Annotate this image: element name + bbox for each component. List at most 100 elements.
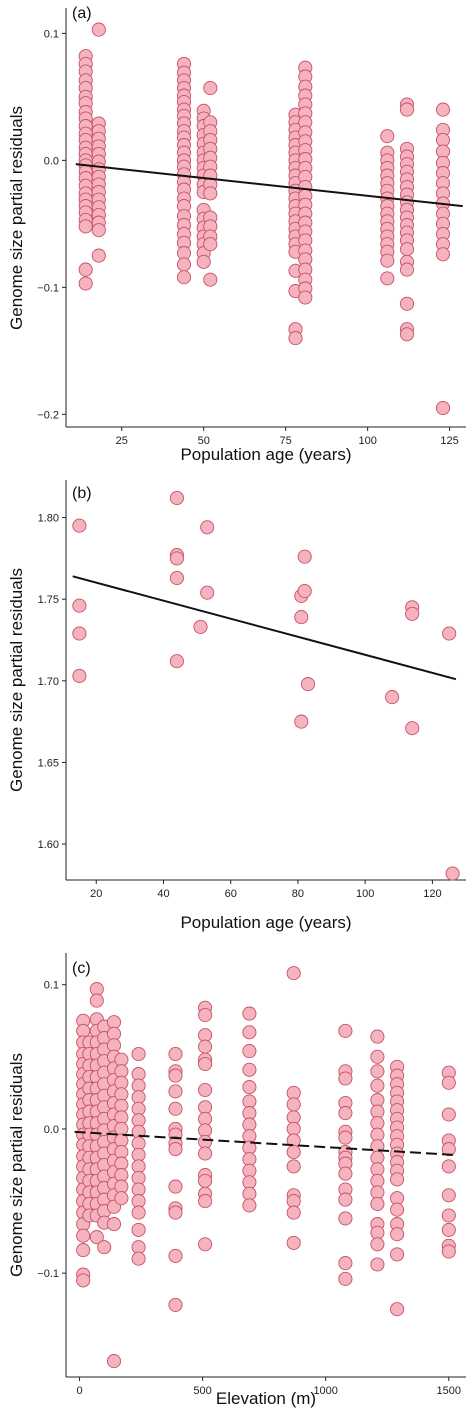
data-point [72, 626, 87, 641]
y-tick-label: 1.75 [38, 594, 59, 606]
data-point [198, 1056, 213, 1072]
data-point [76, 1243, 91, 1258]
data-point [131, 1046, 146, 1062]
data-point [390, 1202, 405, 1217]
data-point [435, 400, 451, 416]
y-tick-label: 0.1 [44, 28, 59, 40]
data-point [168, 1046, 183, 1062]
x-tick-label: 40 [157, 888, 169, 900]
data-point [106, 1354, 122, 1369]
data-point [390, 1302, 405, 1317]
data-point [168, 1084, 183, 1099]
data-point [380, 253, 395, 268]
x-tick-label: 50 [198, 435, 210, 447]
panel-label: (c) [72, 960, 91, 977]
data-point [298, 290, 313, 305]
regression-line [72, 575, 457, 681]
data-point [72, 668, 87, 683]
data-point [169, 551, 184, 566]
x-tick-label: 100 [356, 888, 374, 900]
data-point [370, 1064, 385, 1079]
data-point [168, 1068, 183, 1083]
data-point [168, 1142, 183, 1157]
data-point [72, 598, 87, 613]
panel-label: (a) [72, 5, 92, 22]
data-point [131, 1251, 146, 1266]
data-point [168, 1179, 183, 1194]
data-point [196, 254, 211, 269]
data-point [370, 1196, 385, 1211]
data-point [78, 276, 93, 291]
data-point [338, 1106, 353, 1121]
y-tick-label: 0.1 [44, 980, 59, 992]
data-point [390, 1172, 405, 1187]
data-point [338, 1071, 353, 1086]
data-point [441, 1208, 456, 1223]
data-point [200, 585, 215, 600]
data-point [72, 518, 87, 533]
data-point [399, 296, 415, 311]
data-point [370, 1078, 385, 1093]
x-tick-label: 80 [292, 888, 304, 900]
data-point [203, 186, 218, 201]
data-point [198, 1082, 213, 1098]
data-point [399, 102, 415, 117]
data-point [168, 1205, 183, 1220]
data-point [76, 1228, 91, 1243]
data-points [76, 966, 456, 1369]
x-axis-title: Elevation (m) [216, 1389, 316, 1408]
y-tick-label: 1.80 [38, 513, 59, 525]
data-point [169, 654, 184, 669]
x-tick-label: 500 [193, 1385, 211, 1397]
data-point [168, 1297, 183, 1312]
data-point [200, 520, 215, 535]
panel-label: (b) [72, 485, 92, 502]
x-tick-label: 0 [76, 1385, 82, 1397]
data-point [405, 606, 420, 621]
x-tick-label: 20 [90, 888, 102, 900]
data-point [370, 1237, 385, 1252]
data-point [198, 1194, 213, 1209]
data-point [89, 1230, 104, 1245]
data-point [286, 966, 301, 981]
data-point [78, 219, 93, 234]
x-tick-label: 1500 [437, 1385, 461, 1397]
data-point [441, 1222, 456, 1237]
data-point [380, 129, 395, 144]
data-point [114, 1191, 129, 1206]
y-tick-label: 1.70 [38, 676, 59, 688]
data-point [89, 993, 104, 1008]
data-point [338, 1256, 353, 1271]
data-point [198, 1237, 213, 1252]
data-point [242, 1044, 257, 1059]
data-point [390, 1247, 405, 1262]
y-tick-label: 0.0 [44, 1124, 59, 1136]
data-point [203, 272, 218, 287]
data-point [286, 1235, 301, 1250]
data-point [193, 619, 208, 634]
data-point [91, 22, 106, 37]
data-point [405, 721, 420, 736]
data-point [131, 1205, 146, 1220]
data-point [441, 1142, 456, 1157]
data-points [72, 490, 460, 881]
regression-line [75, 163, 463, 208]
x-tick-label: 75 [280, 435, 292, 447]
data-point [370, 1257, 385, 1272]
data-point [242, 1080, 257, 1095]
data-point [288, 331, 303, 346]
data-point [286, 1159, 301, 1174]
data-point [370, 1029, 385, 1044]
y-tick-label: 0.0 [44, 155, 59, 167]
data-point [435, 247, 451, 262]
data-point [297, 549, 312, 564]
data-point [338, 1192, 353, 1207]
x-tick-label: 120 [423, 888, 441, 900]
data-point [242, 1025, 257, 1040]
data-point [176, 270, 192, 285]
data-point [168, 1248, 183, 1263]
data-point [399, 262, 415, 277]
data-point [169, 490, 184, 506]
chart-panel-2: 1.60 1.65 1.70 1.75 1.80 20 40 60 80 100 120 (b) Pop… [7, 480, 466, 932]
